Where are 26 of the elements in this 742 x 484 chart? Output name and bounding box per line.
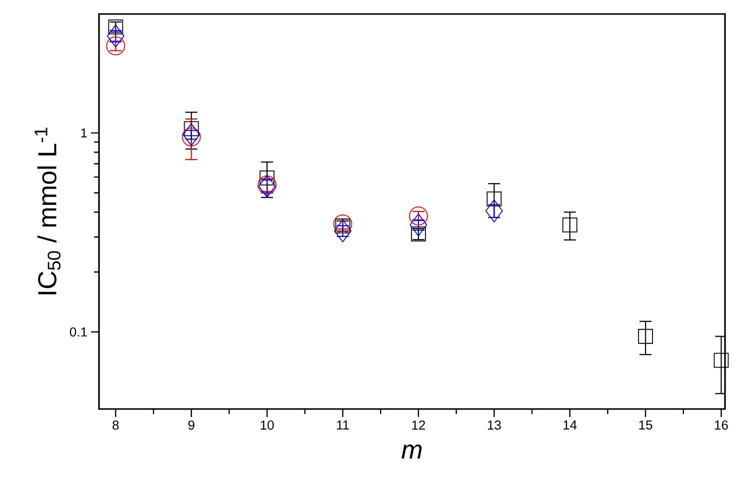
point	[408, 206, 428, 226]
y-axis-title: IC$_{50}$ / mmol L$^{-1}$	[34, 128, 61, 294]
point	[333, 214, 352, 234]
point	[486, 191, 502, 206]
y-tick-label: 1	[81, 128, 87, 138]
point	[182, 123, 200, 146]
point	[106, 24, 124, 48]
point	[562, 217, 578, 232]
x-tick-label: 16	[714, 420, 728, 430]
y-tick-label: 0.1	[70, 327, 87, 337]
point	[714, 352, 729, 368]
x-tick-label: 15	[639, 420, 652, 430]
point	[334, 219, 352, 242]
x-tick-label: 9	[188, 420, 194, 430]
x-tick-label: 8	[112, 420, 119, 430]
x-axis-title: m	[402, 444, 422, 459]
point	[410, 213, 428, 236]
x-tick-label: 13	[488, 420, 501, 430]
point	[638, 328, 653, 344]
point	[182, 127, 201, 146]
x-tick-label: 14	[564, 420, 577, 430]
x-tick-label: 11	[336, 420, 349, 430]
x-tick-label: 12	[412, 420, 426, 430]
point	[106, 36, 126, 56]
point	[258, 175, 276, 194]
x-tick-label: 10	[260, 420, 274, 430]
